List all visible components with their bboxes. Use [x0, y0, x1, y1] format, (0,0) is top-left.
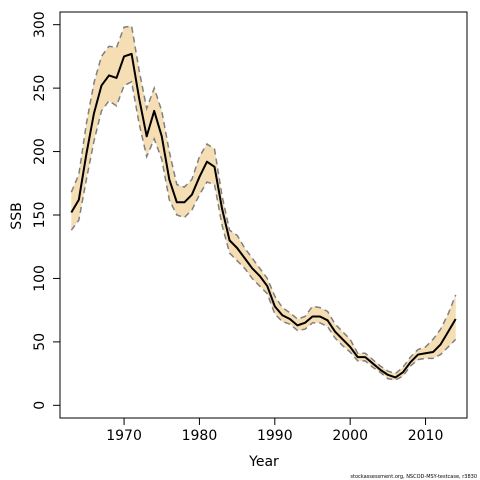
- y-tick-label: 150: [32, 202, 48, 229]
- y-tick-label: 50: [32, 333, 48, 351]
- x-axis-title: Year: [248, 454, 279, 470]
- ssb-estimate-line: [70, 52, 457, 379]
- x-axis: 1970 1980 1990 2000 2010: [106, 418, 443, 444]
- y-tick-label: 200: [32, 138, 48, 165]
- plot-area: [70, 25, 457, 381]
- x-tick-label: 1990: [257, 428, 293, 444]
- y-axis: 0 50 100 150 200 250 300: [32, 11, 60, 410]
- x-tick-label: 2010: [408, 428, 444, 444]
- confidence-band: [71, 25, 456, 380]
- y-axis-title: SSB: [9, 202, 25, 229]
- x-tick-label: 2000: [332, 428, 368, 444]
- y-tick-label: 0: [32, 401, 48, 410]
- x-tick-label: 1970: [106, 428, 142, 444]
- lower-bound-line: [70, 80, 457, 381]
- y-tick-label: 250: [32, 75, 48, 102]
- y-tick-label: 300: [32, 11, 48, 38]
- x-tick-label: 1980: [182, 428, 218, 444]
- y-tick-label: 100: [32, 265, 48, 292]
- footer-note: stockassessment.org, NSCOD-MSY-testcase,…: [350, 474, 477, 480]
- upper-bound-line: [70, 25, 457, 375]
